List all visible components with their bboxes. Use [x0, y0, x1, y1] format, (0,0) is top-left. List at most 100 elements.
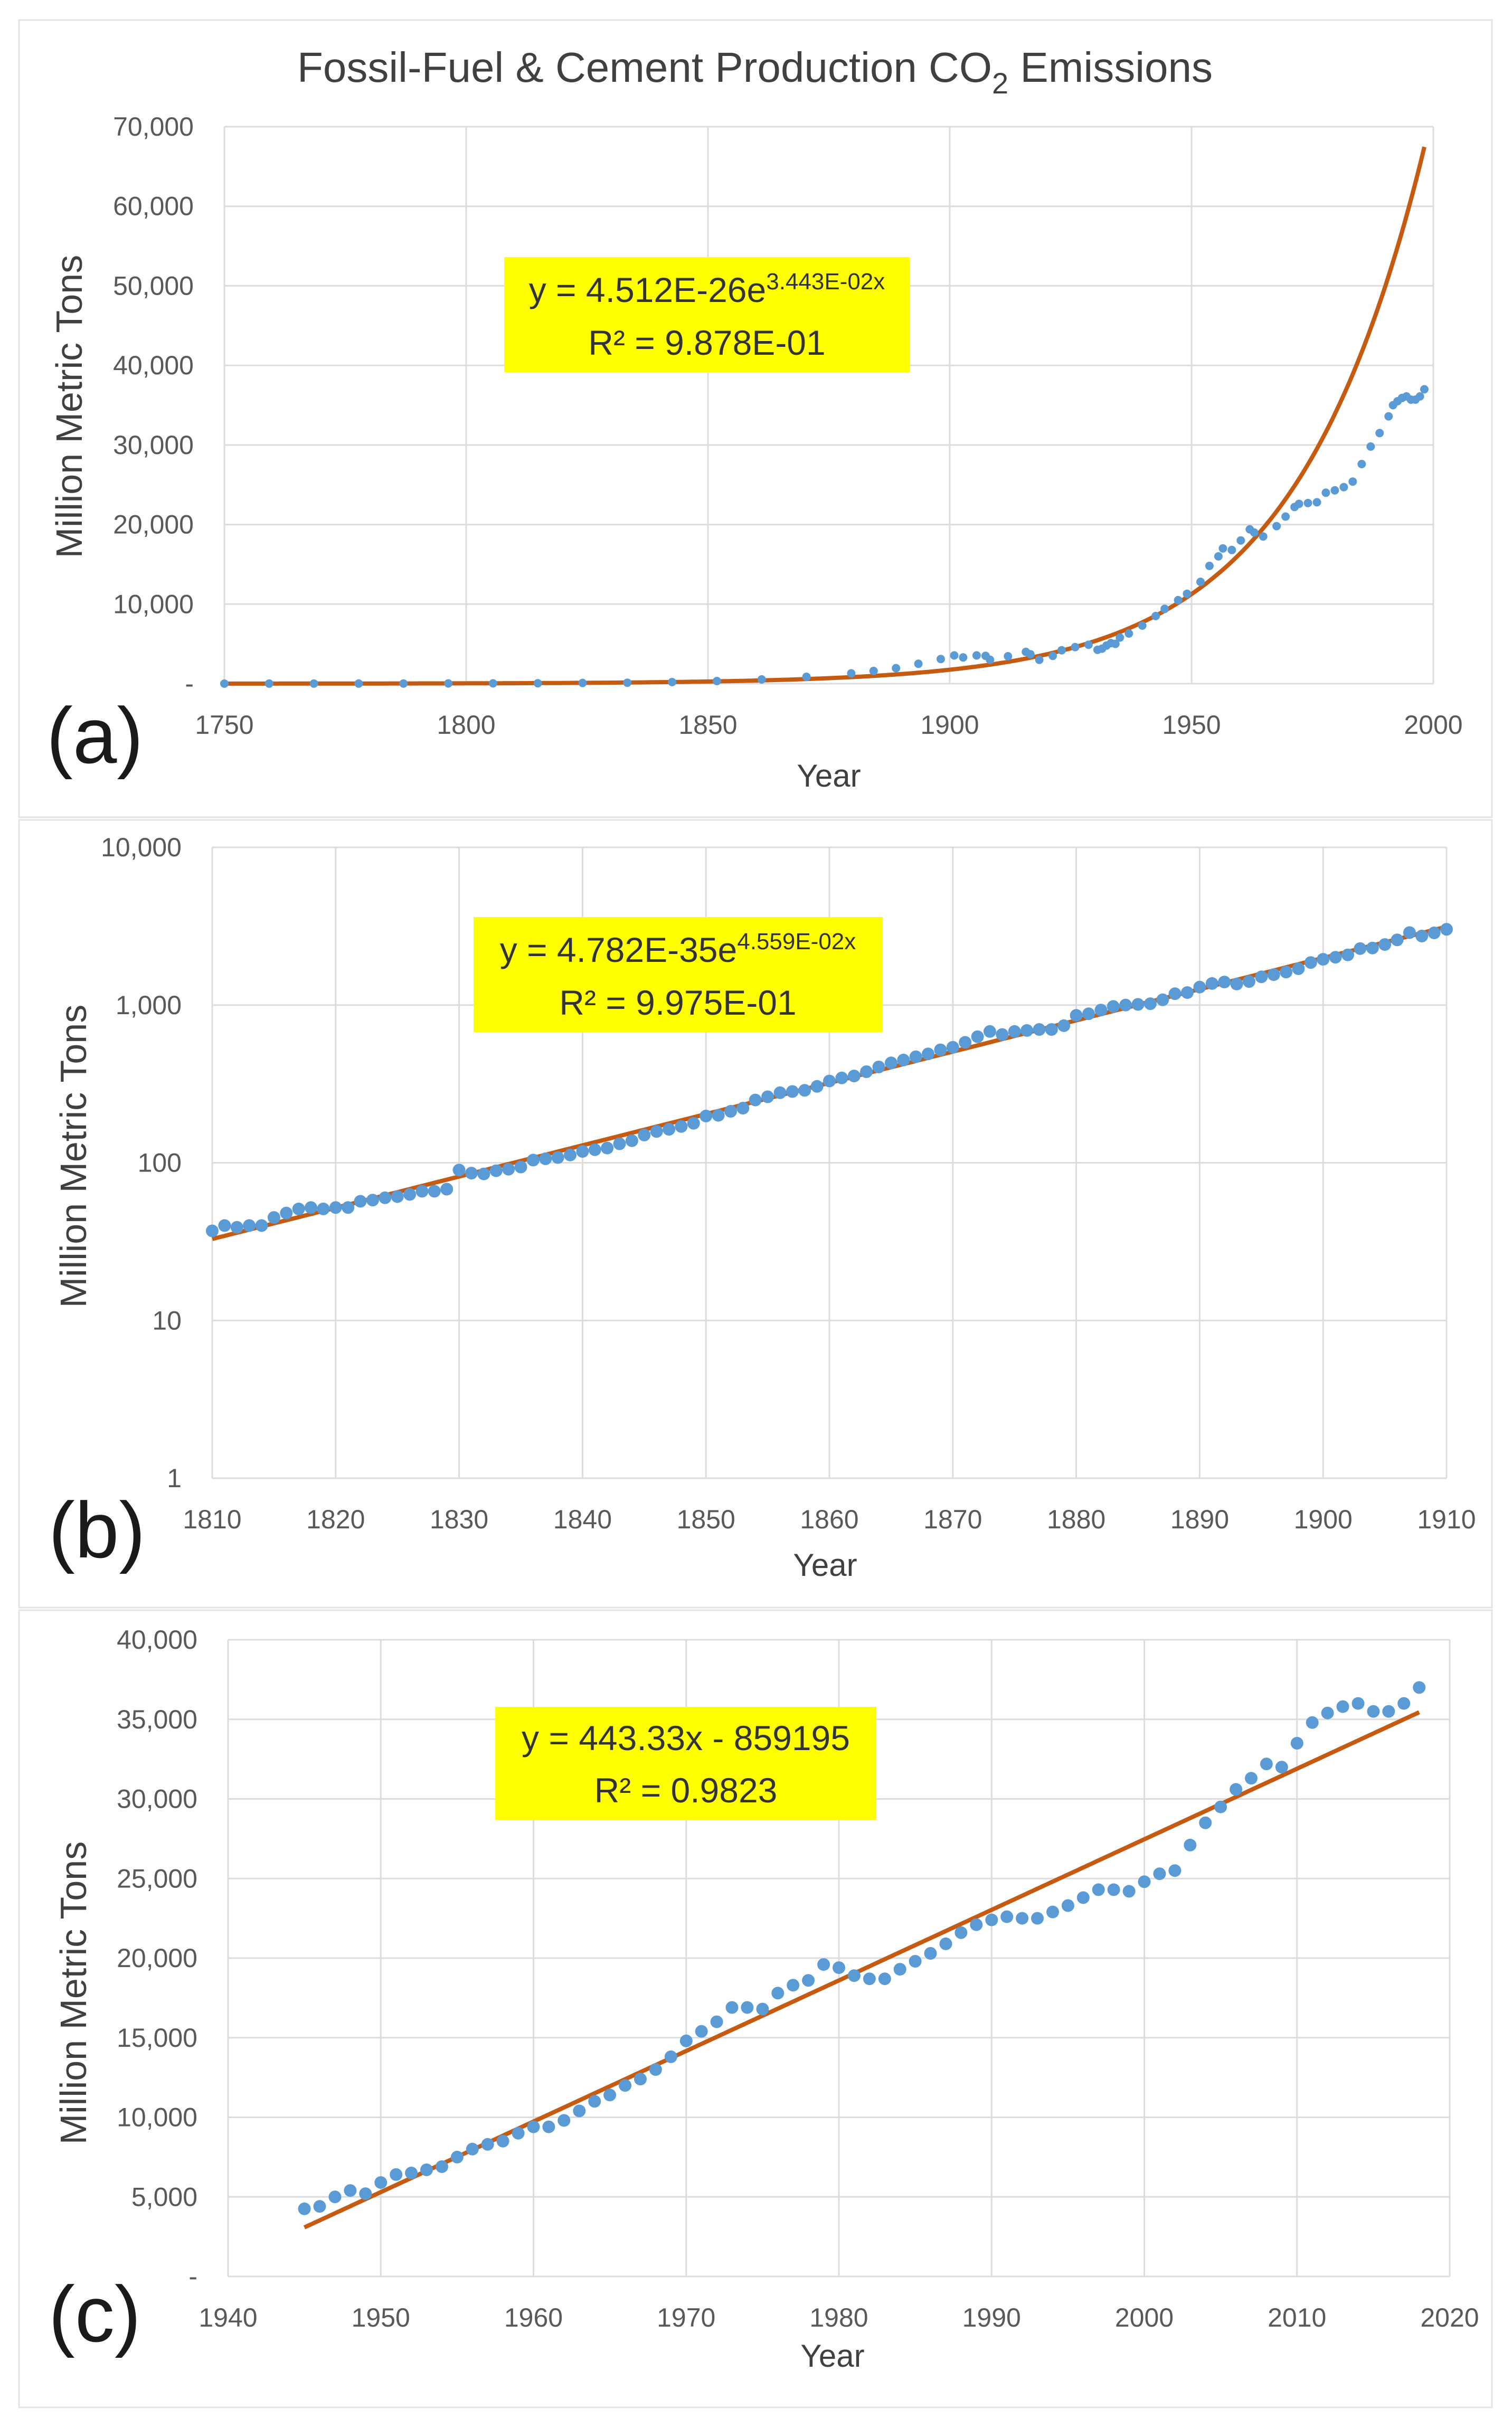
data-point — [557, 2114, 571, 2127]
panel-b-equation: y = 4.782E-35e4.559E-02x — [500, 929, 856, 969]
data-point — [533, 679, 542, 688]
data-point — [1230, 977, 1243, 990]
x-tick-label: 1890 — [1170, 1505, 1229, 1534]
data-point — [342, 1201, 355, 1214]
panel-a-frame — [18, 19, 1493, 818]
data-point — [1339, 483, 1348, 492]
data-point — [1048, 651, 1057, 660]
data-point — [668, 678, 677, 686]
data-point — [526, 1154, 540, 1167]
data-point — [1242, 975, 1255, 988]
data-point — [1281, 512, 1290, 521]
y-tick-label: 70,000 — [113, 112, 194, 141]
y-tick-label: 1,000 — [116, 990, 182, 1020]
y-tick-label: 30,000 — [113, 430, 194, 460]
data-point — [255, 1219, 268, 1232]
data-point — [1144, 997, 1157, 1010]
panel-c-x-axis-title: Year — [800, 2338, 864, 2374]
data-point — [937, 655, 945, 664]
data-point — [712, 1109, 725, 1122]
data-point — [1304, 956, 1317, 969]
data-point — [725, 2001, 739, 2014]
data-point — [539, 1152, 552, 1165]
x-tick-label: 1970 — [657, 2303, 715, 2332]
panel-c-y-axis-title: Million Metric Tons — [53, 1841, 94, 2144]
panel-c-equation: y = 443.33x - 859195 — [522, 1718, 850, 1757]
y-tick-label: 10,000 — [113, 589, 194, 619]
data-point — [1357, 460, 1366, 468]
data-point — [679, 2034, 693, 2047]
data-point — [950, 651, 959, 660]
data-point — [749, 1093, 762, 1107]
data-point — [1321, 488, 1330, 497]
data-point — [1330, 486, 1339, 495]
data-point — [564, 1148, 577, 1161]
x-tick-label: 2000 — [1115, 2303, 1174, 2332]
data-point — [1016, 1912, 1029, 1925]
data-point — [1218, 976, 1231, 989]
data-point — [959, 653, 968, 662]
data-point — [878, 1972, 891, 1986]
y-tick-label: 100 — [138, 1148, 182, 1178]
data-point — [1306, 1716, 1319, 1729]
data-point — [847, 1969, 861, 1982]
data-point — [924, 1947, 937, 1960]
data-point — [403, 1188, 417, 1201]
data-point — [939, 1937, 952, 1950]
y-tick-label: 50,000 — [113, 271, 194, 300]
data-point — [1151, 611, 1160, 620]
data-point — [391, 1190, 404, 1203]
data-point — [264, 679, 273, 688]
data-point — [1122, 1885, 1136, 1898]
data-point — [444, 679, 453, 688]
data-point — [1131, 998, 1145, 1011]
panel-c-r-squared: R² = 0.9823 — [594, 1771, 778, 1810]
data-point — [724, 1105, 737, 1118]
data-point — [1193, 980, 1206, 994]
data-point — [1354, 942, 1367, 955]
data-point — [983, 1025, 996, 1038]
panel-b-x-axis-title: Year — [793, 1547, 857, 1583]
data-point — [1440, 923, 1453, 936]
x-tick-label: 1950 — [352, 2303, 410, 2332]
x-tick-label: 2010 — [1268, 2303, 1326, 2332]
data-point — [1107, 1000, 1120, 1013]
data-point — [1214, 552, 1223, 561]
panel-c-label: (c) — [49, 2270, 141, 2358]
data-point — [1046, 1905, 1059, 1919]
panel-a: Fossil-Fuel & Cement Production CO2 Emis… — [18, 19, 1493, 818]
data-point — [354, 1195, 367, 1208]
data-point — [863, 1972, 876, 1986]
data-point — [914, 659, 923, 668]
data-point — [675, 1120, 688, 1133]
data-point — [771, 1987, 785, 2000]
data-point — [847, 1070, 861, 1083]
data-point — [687, 1117, 700, 1130]
data-point — [436, 2160, 448, 2173]
x-tick-label: 1940 — [199, 2303, 257, 2332]
data-point — [1341, 948, 1354, 961]
data-point — [292, 1202, 305, 1215]
data-point — [1076, 1891, 1090, 1904]
data-point — [1183, 589, 1192, 598]
data-point — [390, 2168, 403, 2181]
data-point — [1255, 970, 1268, 984]
data-point — [756, 2002, 769, 2016]
x-tick-label: 2020 — [1420, 2303, 1479, 2332]
data-point — [946, 1041, 959, 1054]
x-tick-label: 1910 — [1417, 1505, 1476, 1534]
data-point — [1384, 412, 1393, 421]
data-point — [1004, 652, 1013, 660]
y-tick-label: 10,000 — [101, 833, 182, 862]
data-point — [810, 1080, 824, 1093]
data-point — [328, 2190, 342, 2204]
data-point — [710, 2015, 723, 2028]
x-tick-label: 1810 — [183, 1505, 241, 1534]
data-point — [489, 1164, 503, 1177]
data-point — [1329, 951, 1342, 964]
data-point — [1317, 953, 1330, 966]
panel-c-equation-background — [495, 1707, 876, 1820]
y-tick-label: 40,000 — [117, 1625, 197, 1655]
data-point — [664, 2050, 677, 2063]
data-point — [514, 1160, 527, 1174]
